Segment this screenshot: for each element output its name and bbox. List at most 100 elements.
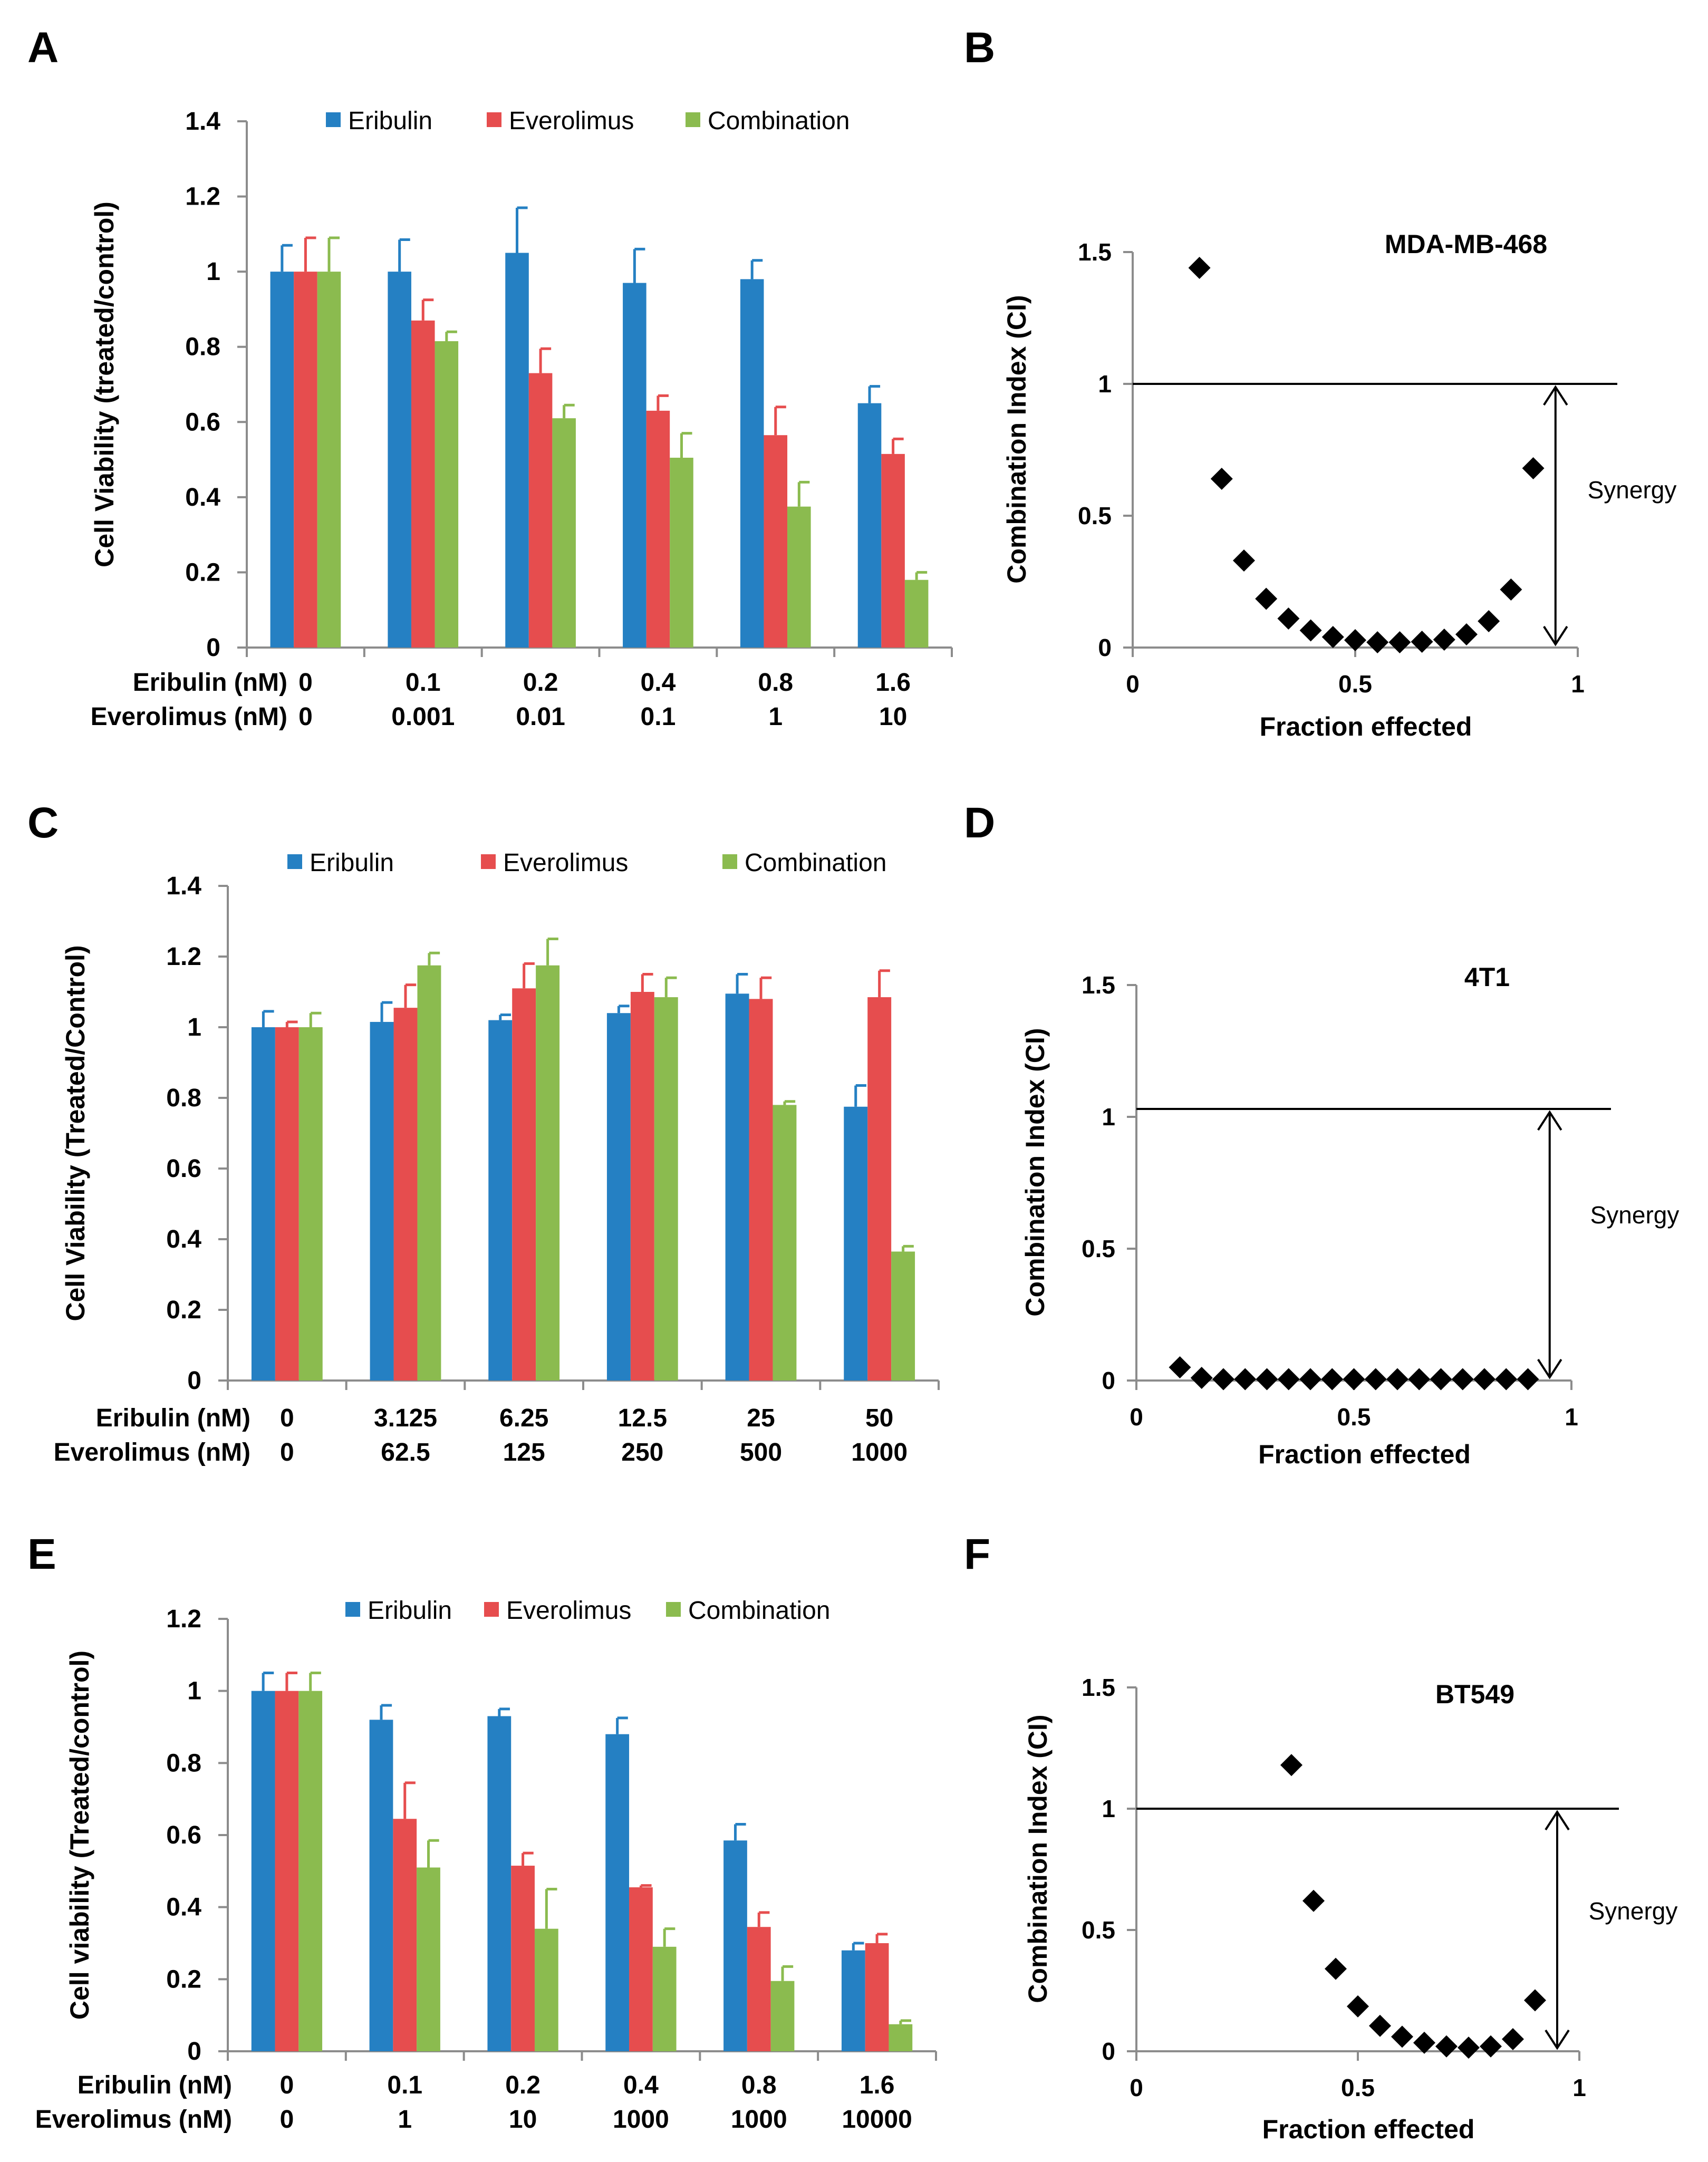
synergy-label: Synergy [1590,1201,1680,1229]
bar-eribulin-1.6 [841,1950,865,2051]
y-tick-label: 0.5 [1082,1916,1115,1944]
x-tick-label: 0 [1126,670,1140,698]
arrow-head-bottom [1545,2029,1570,2050]
data-point [1435,2035,1458,2058]
bar-combination-0.1 [435,341,459,648]
data-point [1343,1368,1365,1391]
data-point [1255,587,1278,610]
arrow-head-bottom [1537,1358,1562,1379]
data-point [1458,2036,1480,2059]
x-tick-label: 0.5 [1337,1403,1371,1431]
bar-chart-A: 0 0.2 0.4 0.6 0.8 1 1.2 1.4 0 0.1 0.2 0.4 0.8 1.6 0 0.0… [90,107,953,731]
bar-eribulin-6.25 [488,1020,513,1381]
data-point [1325,1957,1347,1980]
data-point [1277,1368,1300,1391]
bar-eribulin-0 [270,272,294,648]
data-point [1299,1368,1321,1391]
data-point [1433,629,1455,651]
data-point [1347,1995,1369,2018]
y-axis-label: Cell viability (Treated/control) [65,1651,94,2020]
bar-eribulin-0.2 [505,253,529,648]
y-tick-label: 0 [1102,2038,1115,2065]
x-tick-label: 0.5 [1341,2074,1375,2101]
bar-combination-6.25 [536,965,560,1381]
x-category-label-eribulin: 1.6 [860,2071,895,2099]
legend-swatch-eribulin [345,1602,360,1617]
x-category-label-everolimus: 125 [503,1439,545,1466]
data-point [1430,1368,1452,1391]
data-point [1500,578,1522,601]
y-tick-label: 0 [187,1367,201,1395]
data-point [1451,1368,1474,1391]
data-point [1522,457,1545,479]
row-label-everolimus: Everolimus (nM) [35,2106,232,2134]
x-axis-label: Fraction effected [1262,2115,1475,2144]
data-point [1386,1368,1408,1391]
chart-title: 4T1 [1464,962,1510,992]
y-tick-label: 0.8 [166,1084,201,1112]
y-tick-label: 0 [1098,634,1112,661]
y-tick-label: 0 [206,634,220,662]
y-axis-label: Cell Viability (Treated/Control) [61,945,90,1321]
data-point [1277,607,1300,630]
chart-title: BT549 [1435,1680,1514,1709]
data-point [1478,610,1500,632]
legend-label-combination: Combination [688,1597,830,1625]
data-point [1188,257,1211,279]
data-point [1413,2031,1435,2054]
y-tick-label: 0.4 [185,484,220,511]
y-tick-label: 1 [1102,1795,1115,1822]
bar-combination-1.6 [889,2024,913,2051]
x-category-label-everolimus: 10000 [842,2106,912,2134]
data-point [1280,1754,1302,1777]
x-category-label-everolimus: 62.5 [381,1439,430,1466]
y-tick-label: 1.4 [166,872,201,900]
bar-eribulin-0.1 [369,1720,393,2051]
x-category-label-everolimus: 10 [509,2106,537,2134]
y-axis-label: Cell Viability (treated/control) [90,201,119,567]
data-point [1190,1367,1213,1389]
scatter-chart-D: 0 0.5 1 1.5 0 0.5 1 Synergy 4T1 Fraction effected… [1020,962,1679,1469]
data-point [1411,631,1433,653]
legend-swatch-combination [722,854,737,869]
x-category-label-eribulin: 0.1 [387,2071,422,2099]
x-category-label-eribulin: 50 [865,1404,893,1432]
data-point [1388,631,1411,653]
legend-label-everolimus: Everolimus [509,107,634,135]
data-point [1480,2035,1502,2058]
arrow-head-top [1543,385,1568,406]
bar-combination-0.8 [787,506,811,648]
y-tick-label: 1 [187,1677,201,1705]
bar-eribulin-12.5 [606,1013,631,1381]
x-category-label-everolimus: 500 [740,1439,782,1466]
bar-eribulin-0.8 [740,279,764,648]
x-category-label-everolimus: 1000 [851,1439,908,1466]
legend-label-eribulin: Eribulin [310,849,394,877]
y-tick-label: 1 [1098,370,1112,398]
bar-combination-0.4 [670,458,693,648]
legend-swatch-eribulin [326,112,341,127]
legend-label-combination: Combination [745,849,886,877]
y-tick-label: 0.5 [1078,502,1112,529]
x-category-label-everolimus: 0 [280,1439,294,1466]
bar-eribulin-0.1 [388,272,411,648]
bar-combination-0.8 [770,1981,795,2051]
legend-label-combination: Combination [708,107,850,135]
y-axis-label: Combination Index (CI) [1020,1028,1050,1316]
y-tick-label: 1.2 [166,943,201,971]
data-point [1473,1368,1495,1391]
bar-eribulin-0.4 [605,1734,630,2051]
bar-combination-0 [317,272,341,648]
x-category-label-eribulin: 25 [747,1404,775,1432]
y-tick-label: 0.2 [166,1965,201,1993]
y-tick-label: 1 [1102,1103,1115,1131]
x-category-label-eribulin: 0.1 [406,669,441,697]
arrow-head-bottom [1543,625,1568,646]
x-category-label-everolimus: 0 [298,703,313,731]
bar-everolimus-0.1 [411,320,435,648]
legend-label-everolimus: Everolimus [506,1597,631,1625]
bar-everolimus-50 [867,997,892,1381]
legend-label-eribulin: Eribulin [368,1597,452,1625]
bar-combination-50 [891,1251,915,1381]
